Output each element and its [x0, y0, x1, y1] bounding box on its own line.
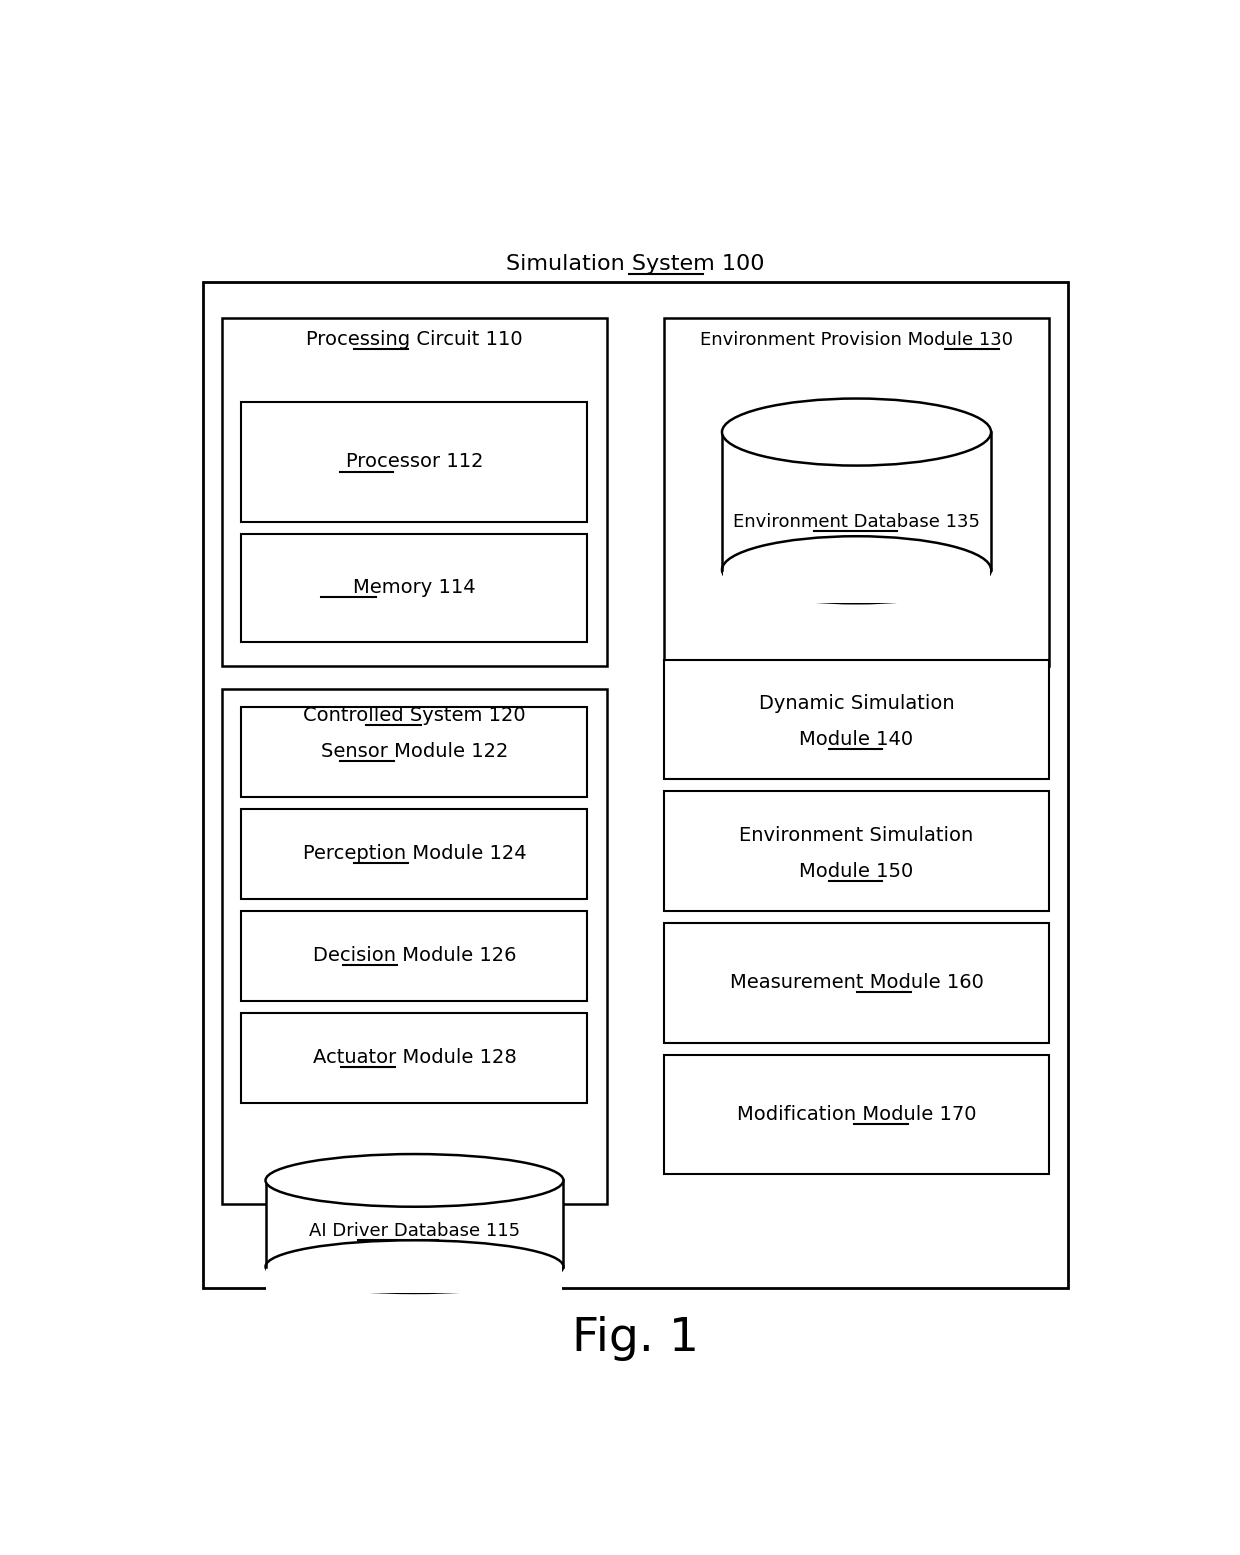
FancyBboxPatch shape: [242, 533, 588, 642]
FancyBboxPatch shape: [242, 1012, 588, 1102]
Text: Processor 112: Processor 112: [346, 453, 484, 471]
Text: Processing Circuit 110: Processing Circuit 110: [306, 330, 523, 350]
Text: Environment Database 135: Environment Database 135: [733, 513, 980, 530]
FancyBboxPatch shape: [242, 708, 588, 798]
FancyBboxPatch shape: [222, 319, 606, 666]
Text: Modification Module 170: Modification Module 170: [737, 1106, 976, 1124]
Text: Fig. 1: Fig. 1: [572, 1316, 699, 1361]
FancyBboxPatch shape: [242, 911, 588, 1001]
FancyBboxPatch shape: [665, 1054, 1049, 1174]
FancyBboxPatch shape: [665, 319, 1049, 666]
FancyBboxPatch shape: [665, 791, 1049, 911]
Text: Sensor Module 122: Sensor Module 122: [321, 742, 508, 762]
Ellipse shape: [722, 398, 991, 465]
FancyBboxPatch shape: [665, 924, 1049, 1043]
FancyBboxPatch shape: [722, 432, 991, 569]
FancyBboxPatch shape: [222, 689, 606, 1204]
FancyBboxPatch shape: [665, 659, 1049, 779]
Text: Measurement Module 160: Measurement Module 160: [729, 973, 983, 992]
Ellipse shape: [265, 1154, 563, 1207]
Text: Environment Simulation: Environment Simulation: [739, 826, 973, 844]
Ellipse shape: [722, 536, 991, 603]
FancyBboxPatch shape: [265, 1180, 563, 1267]
Ellipse shape: [265, 1241, 563, 1292]
Text: Controlled System 120: Controlled System 120: [303, 706, 526, 725]
Text: AI Driver Database 115: AI Driver Database 115: [309, 1222, 520, 1239]
Text: Actuator Module 128: Actuator Module 128: [312, 1048, 516, 1067]
Text: Environment Provision Module 130: Environment Provision Module 130: [701, 331, 1013, 348]
Text: Memory 114: Memory 114: [353, 578, 476, 597]
Text: Module 150: Module 150: [800, 861, 914, 882]
Text: Perception Module 124: Perception Module 124: [303, 844, 526, 863]
Text: Simulation System 100: Simulation System 100: [506, 255, 765, 274]
FancyBboxPatch shape: [242, 403, 588, 522]
Text: Module 140: Module 140: [800, 731, 914, 750]
Text: Decision Module 126: Decision Module 126: [312, 945, 516, 964]
FancyBboxPatch shape: [723, 569, 990, 603]
FancyBboxPatch shape: [242, 809, 588, 899]
FancyBboxPatch shape: [203, 283, 1068, 1288]
Text: Dynamic Simulation: Dynamic Simulation: [759, 695, 955, 714]
FancyBboxPatch shape: [267, 1266, 563, 1292]
